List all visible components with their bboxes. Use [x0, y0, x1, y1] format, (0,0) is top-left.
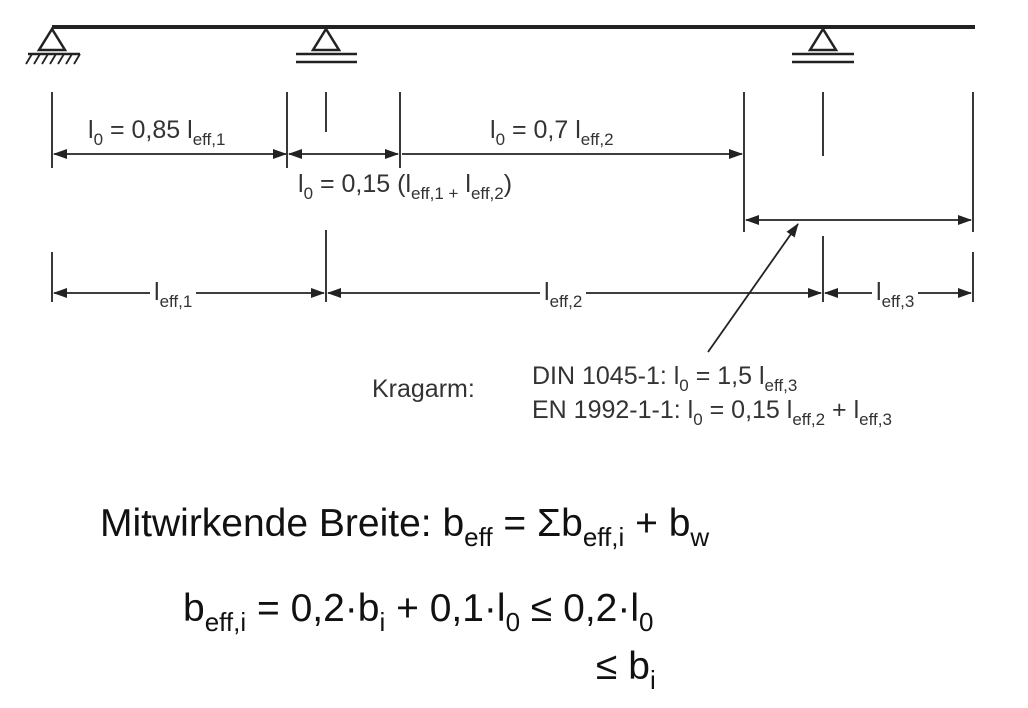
leader-line-kragarm [707, 223, 799, 353]
label-l0-span2: l0 = 0,7 leff,2 [490, 116, 614, 149]
label-leff3: leff,3 [872, 280, 919, 310]
extension-lines-lower [51, 230, 974, 302]
label-l0-support: l0 = 0,15 (leff,1 + leff,2) [298, 170, 513, 203]
formula-limit-bi: ≤ bi [596, 645, 656, 695]
label-en-rule: EN 1992-1-1: l0 = 0,15 leff,2 + leff,3 [532, 396, 892, 429]
beam-diagram [25, 25, 975, 353]
formula-beff-i: beff,i = 0,2·bi + 0,1·l0 ≤ 0,2·l0 [183, 587, 654, 637]
label-din-rule: DIN 1045-1: l0 = 1,5 leff,3 [532, 362, 798, 395]
roller-support-middle [296, 26, 357, 64]
pinned-support-left [25, 26, 81, 65]
roller-support-right [792, 26, 854, 64]
label-l0-span1: l0 = 0,85 leff,1 [88, 116, 226, 149]
label-leff1: leff,1 [150, 280, 197, 310]
extension-lines-upper [51, 92, 974, 232]
label-leff2: leff,2 [540, 280, 587, 310]
formula-effective-width: Mitwirkende Breite: beff = Σbeff,i + bw [100, 502, 710, 552]
label-kragarm: Kragarm: [372, 375, 475, 403]
